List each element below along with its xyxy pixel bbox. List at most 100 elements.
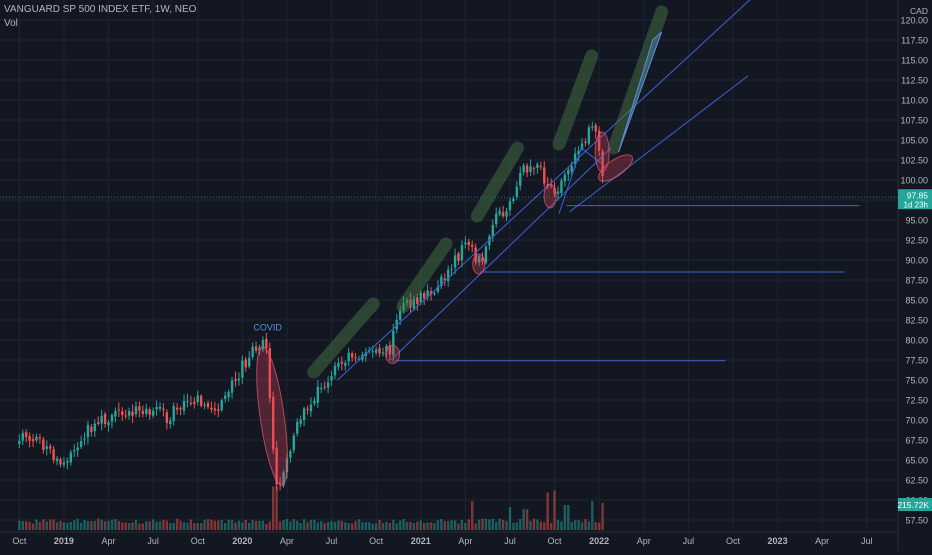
volume-bar xyxy=(446,521,450,530)
candle-body xyxy=(248,357,251,367)
candle-body xyxy=(457,253,460,261)
candle-body xyxy=(570,165,573,172)
candle-body xyxy=(440,276,443,287)
time-tick-label: Apr xyxy=(637,536,651,546)
volume-bar xyxy=(330,521,333,530)
candle-body xyxy=(419,292,422,303)
candle-body xyxy=(165,412,169,423)
volume-bar xyxy=(248,522,251,530)
volume-bar xyxy=(488,519,491,530)
volume-bar xyxy=(265,523,268,530)
volume-bar xyxy=(344,522,347,530)
volume-bar xyxy=(107,520,110,530)
time-tick-label: Oct xyxy=(548,536,563,546)
volume-bar xyxy=(326,521,330,530)
candle-body xyxy=(594,125,597,132)
volume-bar xyxy=(186,522,189,530)
volume-bar xyxy=(28,521,31,530)
candle-body xyxy=(498,210,501,215)
volume-bars xyxy=(18,486,604,530)
candle-body xyxy=(350,353,354,358)
candle-body xyxy=(282,472,285,486)
time-tick-label: Apr xyxy=(458,536,472,546)
candle-body xyxy=(371,351,374,353)
candle-body xyxy=(213,408,217,411)
candle-body xyxy=(148,409,151,415)
candle-body xyxy=(83,438,86,440)
volume-bar xyxy=(333,521,337,530)
price-tick-label: 115.00 xyxy=(901,56,928,66)
volume-bar xyxy=(460,519,464,530)
volume-bar xyxy=(474,523,477,530)
candle-body xyxy=(495,213,498,225)
volume-bar xyxy=(350,523,354,530)
volume-bar xyxy=(546,492,549,530)
candle-body xyxy=(591,126,594,128)
candle-body xyxy=(35,436,38,441)
current-price-tag xyxy=(898,189,932,210)
candle-body xyxy=(131,411,134,416)
candle-body xyxy=(210,407,213,410)
price-tick-label: 62.50 xyxy=(905,476,928,486)
candle-body xyxy=(464,242,467,245)
volume-bar xyxy=(217,520,220,530)
volume-bar xyxy=(24,521,28,530)
highlight-ellipse xyxy=(385,344,401,364)
candle-body xyxy=(241,360,244,378)
volume-bar xyxy=(73,520,76,530)
volume-bar xyxy=(532,518,536,530)
candle-body xyxy=(265,338,268,348)
volume-bar xyxy=(395,523,398,530)
candle-body xyxy=(392,330,395,356)
highlight-ellipse xyxy=(543,183,557,209)
volume-bar xyxy=(210,519,213,530)
candle-body xyxy=(203,404,206,406)
volume-bar xyxy=(409,521,412,530)
price-tick-label: 72.50 xyxy=(905,396,928,406)
candle-body xyxy=(330,376,333,381)
volume-bar xyxy=(38,522,42,530)
volume-bar xyxy=(182,522,186,530)
volume-bar xyxy=(145,521,148,530)
candle-body xyxy=(127,410,131,416)
candle-body xyxy=(436,286,440,292)
candle-body xyxy=(450,268,453,270)
candle-body xyxy=(179,407,182,410)
candle-body xyxy=(90,426,93,432)
candle-body xyxy=(508,201,512,211)
candle-body xyxy=(24,432,28,437)
candle-body xyxy=(223,395,227,399)
candle-body xyxy=(529,166,532,172)
volume-bar xyxy=(374,523,378,530)
volume-bar xyxy=(220,519,223,530)
time-tick-label: Jul xyxy=(504,536,516,546)
volume-bar xyxy=(412,523,416,530)
volume-bar xyxy=(292,518,296,530)
highlight-ellipse xyxy=(594,131,610,173)
candle-body xyxy=(268,348,271,399)
candle-body xyxy=(141,410,145,414)
volume-bar xyxy=(543,522,546,530)
volume-bar xyxy=(563,505,567,530)
volume-bar xyxy=(196,523,199,530)
candle-body xyxy=(398,310,402,320)
time-tick-label: 2019 xyxy=(54,536,74,546)
candle-body xyxy=(385,345,388,352)
volume-bar xyxy=(124,522,127,530)
volume-bar xyxy=(464,522,467,530)
swing-line xyxy=(558,147,582,214)
price-tick-label: 90.00 xyxy=(905,256,928,266)
candle-body xyxy=(230,380,234,393)
volume-bar xyxy=(549,523,553,530)
volume-bar xyxy=(388,522,392,530)
volume-bar xyxy=(491,518,495,530)
candle-body xyxy=(515,186,519,198)
volume-bar xyxy=(553,490,556,530)
volume-bar xyxy=(35,519,38,530)
highlight-ellipse xyxy=(598,154,634,182)
candles xyxy=(18,121,604,491)
volume-bar xyxy=(103,521,107,530)
volume-bar xyxy=(587,521,591,530)
